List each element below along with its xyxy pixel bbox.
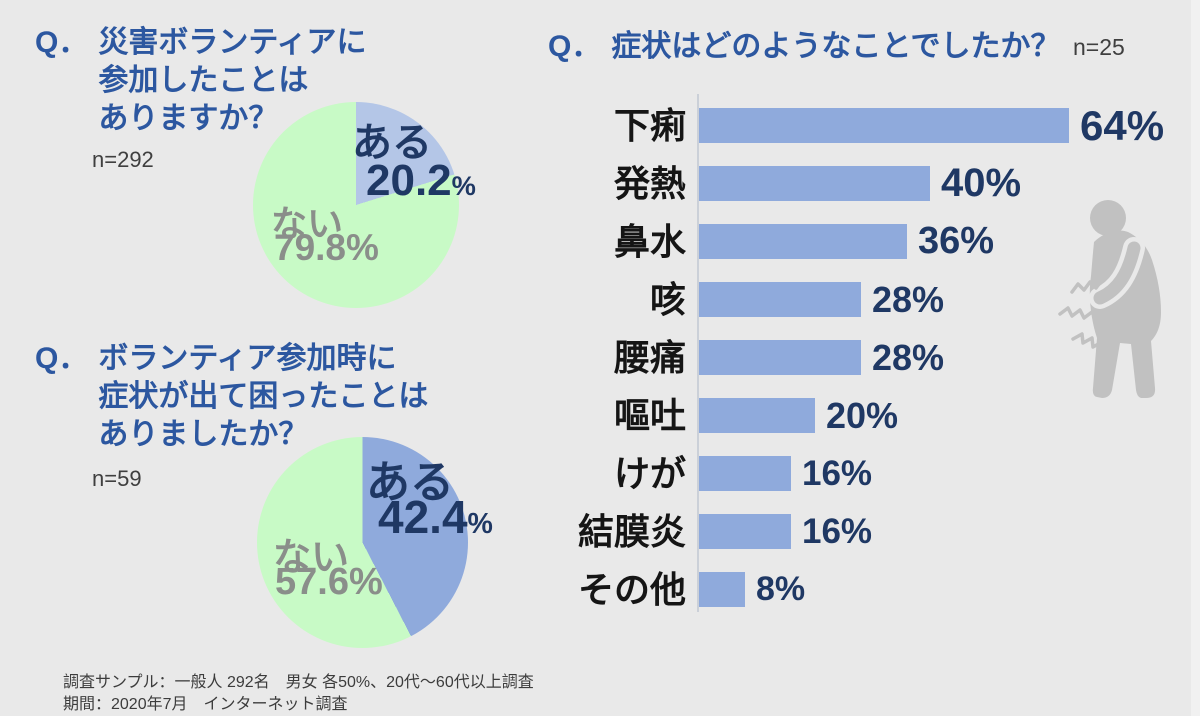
bar: [699, 572, 745, 607]
percent-sign: %: [467, 508, 493, 540]
bar: [699, 108, 1069, 143]
bar-value-label: 16%: [802, 453, 873, 493]
footnote-line-1: 調査サンプル：一般人 292名 男女 各50%、20代～60代以上調査: [63, 674, 534, 691]
bar-value-label: 36%: [918, 220, 995, 262]
question-2-line: ありましたか？: [98, 418, 309, 451]
pie2-value-aru: 42.4%: [378, 491, 493, 543]
pie-chart-symptom-trouble: [257, 437, 468, 648]
pie1-value-nai: 79.8%: [274, 227, 379, 268]
bar: [699, 166, 930, 201]
person-body: [1089, 230, 1161, 398]
pain-person-icon: [1058, 200, 1161, 398]
bar-value-label: 16%: [802, 511, 873, 551]
question-2-line: 症状が出て困ったことは: [98, 380, 429, 413]
bar-category-label: 腰痛: [613, 337, 686, 378]
survey-footnote: 調査サンプル：一般人 292名 男女 各50%、20代～60代以上調査 期間：2…: [63, 672, 534, 716]
question-1-line: 参加したことは: [98, 64, 309, 97]
bar: [699, 224, 907, 259]
person-arm: [1093, 241, 1141, 305]
question-2-line: ボランティア参加時に: [98, 342, 397, 375]
bar-value-label: 20%: [826, 394, 899, 436]
bar-category-label: 咳: [649, 279, 686, 320]
sample-size-label-3: n=25: [1073, 34, 1125, 60]
pie1-slice-label-nai: ない: [271, 203, 344, 244]
bar-value-label: 8%: [756, 570, 806, 608]
pie2-value-nai: 57.6%: [275, 561, 383, 603]
right-edge-strip: [1191, 0, 1200, 716]
pie-chart-participation: [253, 102, 459, 308]
bar: [699, 340, 861, 375]
bar-value-label: 28%: [872, 336, 945, 378]
pie2-slice-label-nai: ない: [273, 537, 350, 579]
bar: [699, 514, 791, 549]
bar-chart-axis-line: [697, 94, 699, 612]
bar: [699, 456, 791, 491]
bar: [699, 398, 815, 433]
bar-chart-title: Q． 症状はどのようなことでしたか？: [548, 28, 1060, 66]
pie2-slice-label-aru: ある: [366, 458, 454, 507]
footnote-line-2: 期間：2020年7月 インターネット調査: [63, 696, 348, 713]
bar-value-label: 64%: [1080, 101, 1165, 149]
bar-value-label: 28%: [872, 278, 945, 320]
percent-sign: %: [451, 170, 476, 201]
pie1-value-aru: 20.2%: [366, 156, 476, 205]
question-1-line: 災害ボランティアに: [98, 26, 367, 59]
question-1-prefix: Q．: [35, 26, 89, 59]
bar-chart-title-prefix: Q．: [548, 30, 602, 63]
bar-category-label: 下痢: [613, 105, 686, 146]
person-head: [1090, 200, 1126, 236]
bar-category-label: 嘔吐: [613, 395, 686, 436]
question-2: Q． ボランティア参加時に 症状が出て困ったことは ありましたか？: [35, 340, 428, 454]
bar-chart-title-text: 症状はどのようなことでしたか？: [611, 30, 1061, 63]
pain-squiggle-icon: [1058, 278, 1104, 349]
question-1-line: ありますか？: [98, 102, 279, 135]
sample-size-label-1: n=292: [92, 147, 154, 172]
bar-value-label: 40%: [941, 161, 1022, 205]
bar: [699, 282, 861, 317]
question-2-prefix: Q．: [35, 342, 89, 375]
pie1-slice-label-aru: ある: [352, 121, 432, 165]
question-1: Q． 災害ボランティアに 参加したことは ありますか？: [35, 24, 367, 138]
sample-size-label-2: n=59: [92, 466, 142, 491]
